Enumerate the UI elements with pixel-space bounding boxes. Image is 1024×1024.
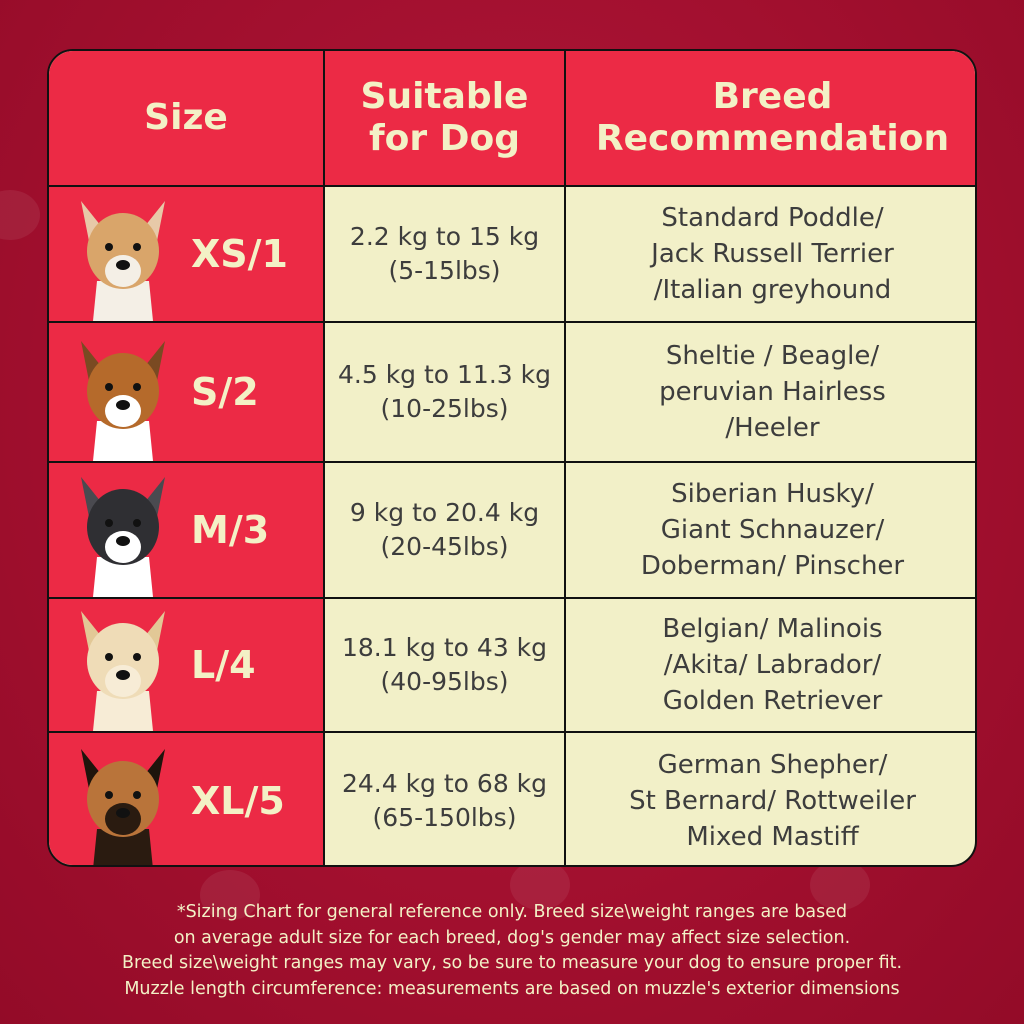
header-size: Size <box>49 51 325 187</box>
weight-cell: 18.1 kg to 43 kg (40-95lbs) <box>325 599 566 733</box>
weight-cell: 2.2 kg to 15 kg (5-15lbs) <box>325 187 566 323</box>
paw-decoration <box>510 860 570 910</box>
beagle-dog-icon <box>81 341 165 461</box>
footnote: *Sizing Chart for general reference only… <box>121 902 903 999</box>
weight-cell: 9 kg to 20.4 kg (20-45lbs) <box>325 463 566 599</box>
chihuahua-dog-icon <box>81 201 165 321</box>
size-cell: S/2 <box>49 323 325 463</box>
german-shepherd-dog-icon <box>81 749 165 865</box>
size-cell: XS/1 <box>49 187 325 323</box>
size-chart-table: Size Suitable for Dog Breed Recommendati… <box>47 49 977 867</box>
header-suitable: Suitable for Dog <box>325 51 566 187</box>
weight-cell: 4.5 kg to 11.3 kg (10-25lbs) <box>325 323 566 463</box>
paw-decoration <box>200 870 260 920</box>
paw-decoration <box>810 860 870 910</box>
labrador-dog-icon <box>81 611 165 731</box>
size-cell: M/3 <box>49 463 325 599</box>
header-breed: Breed Recommendation <box>566 51 975 187</box>
husky-dog-icon <box>81 477 165 597</box>
breed-cell: German Shepher/St Bernard/ Rottweiler Mix… <box>629 750 916 852</box>
size-cell: XL/5 <box>49 733 325 865</box>
breed-cell: Siberian Husky/Giant Schnauzer/Doberman/… <box>566 463 975 599</box>
breed-cell: Standard Poddle/Jack Russell Terrier/Ita… <box>566 187 975 323</box>
paw-decoration <box>0 190 40 240</box>
breed-cell: Sheltie / Beagle/peruvian Hairless/Heele… <box>566 323 975 463</box>
weight-cell: 24.4 kg to 68 kg (65-150lbs) <box>325 733 566 865</box>
breed-cell: Belgian/ Malinois/Akita/ Labrador/Golden… <box>566 599 975 733</box>
size-cell: L/4 <box>49 599 325 733</box>
